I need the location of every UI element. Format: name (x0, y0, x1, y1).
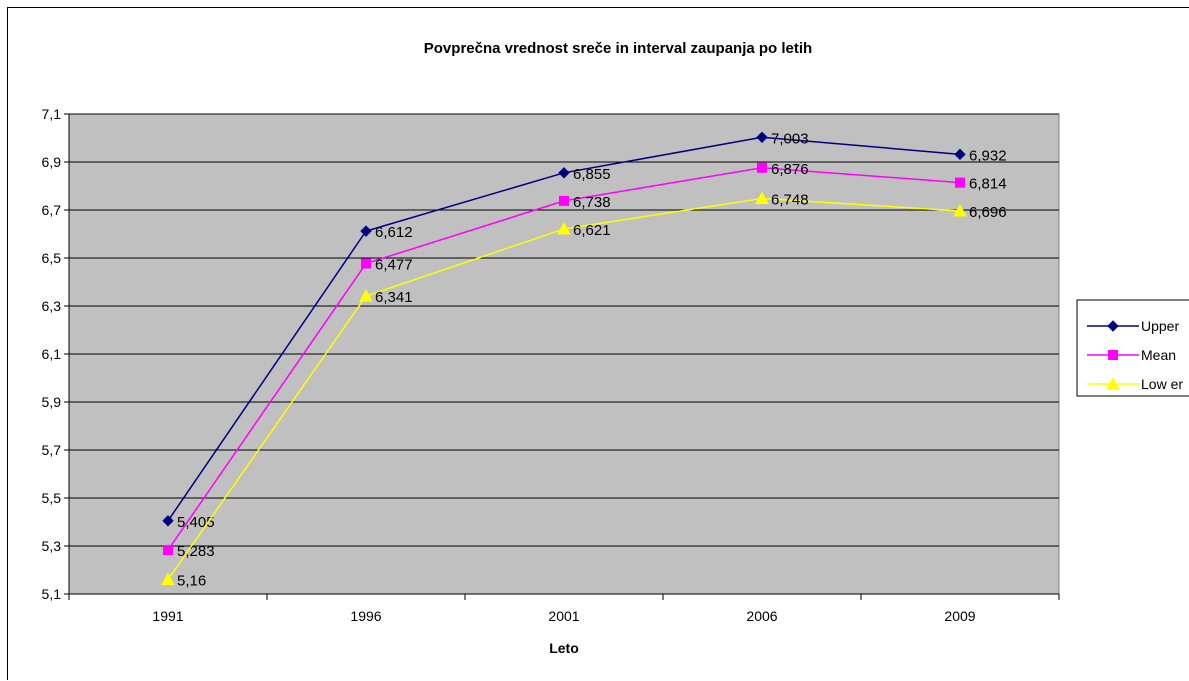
data-point (360, 225, 372, 237)
y-tick-label: 5,7 (42, 442, 62, 458)
y-tick-label: 6,7 (42, 202, 62, 218)
legend-box (1076, 299, 1189, 397)
legend: Upper Mean Low er (1076, 299, 1189, 397)
chart-title: Povprečna vrednost sreče in interval zau… (424, 40, 812, 57)
legend-entry: Upper (1141, 318, 1179, 334)
data-point (163, 545, 173, 556)
data-point (954, 148, 966, 161)
x-axis-ticks: 1991 1996 2001 2006 2009 (68, 594, 1060, 624)
data-label: 6,932 (969, 147, 1007, 164)
data-point (953, 203, 967, 217)
y-tick-label: 7,1 (42, 106, 62, 122)
data-label: 5,283 (177, 543, 215, 560)
data-label: 6,876 (771, 161, 809, 178)
data-point (955, 177, 965, 188)
data-label: 5,16 (177, 573, 206, 590)
series-layer: 5,4056,6126,8557,0036,9325,2836,4776,738… (161, 130, 1007, 590)
y-tick-label: 6,9 (42, 154, 62, 170)
data-point (757, 162, 767, 173)
data-label: 6,738 (573, 194, 611, 211)
data-point (359, 289, 373, 302)
data-label: 6,477 (375, 257, 413, 274)
data-point (557, 221, 571, 235)
y-tick-label: 6,3 (42, 298, 62, 314)
legend-entry: Mean (1141, 347, 1176, 363)
x-tick-label: 2001 (548, 608, 579, 624)
y-tick-label: 6,5 (42, 250, 62, 266)
data-point (162, 515, 174, 527)
data-label: 6,612 (375, 224, 413, 241)
data-label: 6,341 (375, 289, 413, 306)
chart-area: Povprečna vrednost sreče in interval zau… (7, 7, 1189, 680)
x-tick-label: 1996 (350, 608, 381, 624)
data-label: 6,855 (573, 166, 611, 183)
data-point (756, 131, 768, 143)
y-axis-ticks: 5,1 5,3 5,5 5,7 5,9 6,1 6,3 6,5 6,7 6,9 7,1 (42, 106, 69, 602)
data-point (161, 572, 175, 586)
y-tick-label: 6,1 (42, 346, 62, 362)
series-mean: 5,283 6,477 6,738 6,876 6,814 (163, 161, 1007, 560)
y-tick-label: 5,9 (42, 394, 62, 410)
data-label: 6,696 (969, 204, 1007, 221)
data-label: 6,748 (771, 191, 809, 208)
y-tick-label: 5,3 (42, 538, 62, 554)
legend-marker (1108, 350, 1118, 360)
data-point (558, 167, 570, 179)
line-chart: Povprečna vrednost sreče in interval zau… (42, 40, 1189, 656)
x-tick-label: 2009 (944, 608, 975, 624)
x-axis-title: Leto (549, 640, 579, 656)
y-tick-label: 5,5 (42, 490, 62, 506)
data-label: 7,003 (771, 130, 809, 147)
data-label: 6,621 (573, 222, 611, 239)
gridlines (69, 113, 1059, 547)
data-point (755, 191, 769, 204)
data-point (559, 195, 569, 206)
legend-entry: Low er (1141, 376, 1183, 392)
series-low-er: 5,16 6,341 6,621 6,748 6,696 (161, 191, 1007, 590)
data-label: 6,814 (969, 176, 1007, 193)
y-tick-label: 5,1 (42, 586, 62, 602)
legend-marker (1107, 320, 1119, 332)
legend-marker (1106, 376, 1120, 390)
x-tick-label: 2006 (746, 608, 777, 624)
data-point (361, 258, 371, 269)
x-tick-label: 1991 (152, 608, 183, 624)
